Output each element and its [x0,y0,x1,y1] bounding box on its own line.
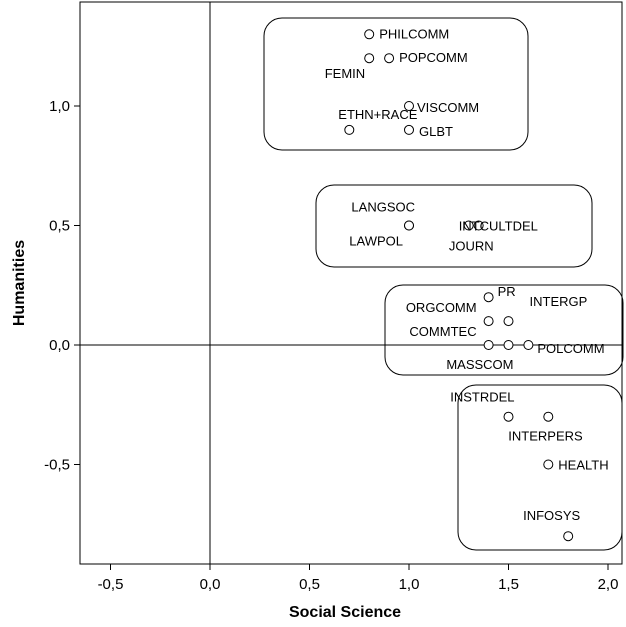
x-tick-label: 2,0 [598,576,619,593]
cluster-box [457,384,623,551]
point-label: PR [498,284,516,299]
y-tick-label: -0,5 [44,457,70,474]
data-point [384,53,395,64]
point-label: PHILCOMM [379,26,449,41]
x-tick-label: -0,5 [98,576,124,593]
data-point [364,53,375,64]
data-point [404,220,414,231]
point-label: ETHN+RACE [338,107,417,122]
point-label: POPCOMM [399,50,468,65]
x-tick-label: 1,0 [399,576,420,593]
data-point [483,340,494,350]
point-label: VISCOMM [417,100,479,115]
y-tick-label: 1,0 [49,98,70,115]
cluster-box [263,17,529,151]
point-labels: PHILCOMM POPCOMM FEMIN VISCOMMETHN+RACEGLBT… [325,26,609,523]
point-label: FEMIN [325,66,365,81]
point-label: INTCULTDEL [459,219,538,234]
data-point [563,531,574,542]
point-label: COMMTEC [409,324,476,339]
cluster-box [315,184,593,268]
y-tick-label: 0,5 [49,218,70,235]
point-label: INTERGP [530,294,588,309]
point-label: LANGSOC [351,200,415,215]
data-point [463,220,474,231]
data-point [503,316,514,327]
x-axis-title: Social Science [289,604,401,621]
data-points [344,29,574,542]
data-point [543,411,554,422]
point-label: INTERPERS [508,429,583,444]
data-point [503,340,514,350]
point-label: LAWPOL [349,234,403,249]
reference-lines [80,2,622,564]
y-tick-label: 0,0 [49,337,70,354]
point-label: HEALTH [558,458,608,473]
point-label: ORGCOMM [406,300,477,315]
point-label: MASSCOM [446,357,513,372]
cluster-box [384,284,624,376]
data-point [503,411,514,422]
plot-frame [79,1,623,565]
point-label: POLCOMM [537,341,604,356]
x-tick-label: 0,0 [200,576,221,593]
data-point [483,316,494,327]
y-axis: -0,5 0,0 0,5 1,0 [44,98,80,474]
y-axis-title: Humanities [11,240,28,326]
point-label: INFOSYS [523,508,580,523]
data-point [364,29,375,40]
cluster-groups [263,17,624,551]
data-point [404,124,414,135]
x-tick-label: 0,5 [299,576,320,593]
point-label: JOURN [449,239,494,254]
x-axis: -0,5 0,0 0,5 1,0 1,5 2,0 [98,564,619,593]
x-tick-label: 1,5 [498,576,519,593]
point-label: INSTRDEL [450,390,514,405]
data-point [483,292,494,303]
data-point [543,459,554,470]
data-point [404,101,414,111]
point-label: GLBT [419,124,453,139]
data-point [344,124,355,135]
data-point [473,220,484,231]
data-point [523,340,534,350]
